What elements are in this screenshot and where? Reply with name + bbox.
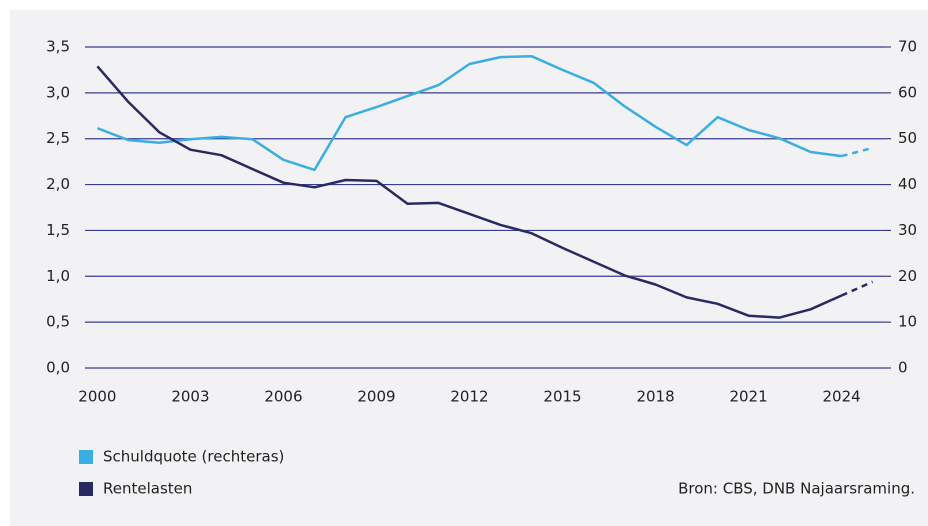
- y-tick-label: 3,5: [46, 38, 70, 56]
- y-tick-label: 1,5: [46, 221, 70, 239]
- x-tick-label: 2015: [543, 388, 581, 406]
- legend-label: Rentelasten: [103, 480, 192, 498]
- y2-tick-label: 40: [898, 175, 917, 193]
- x-tick-label: 2009: [357, 388, 395, 406]
- y-tick-label: 2,0: [46, 175, 70, 193]
- panel: [10, 10, 928, 526]
- y2-tick-label: 30: [898, 221, 917, 239]
- series-line: [96, 54, 842, 172]
- x-tick-label: 2021: [729, 388, 767, 406]
- projection-line: [841, 146, 873, 158]
- y2-tick-label: 50: [898, 129, 917, 147]
- x-tick-label: 2024: [822, 388, 860, 406]
- y2-tick-label: 0: [898, 359, 908, 377]
- y2-tick-label: 60: [898, 83, 917, 101]
- legend-label: Schuldquote (rechteras): [103, 448, 284, 466]
- legend-swatch: [79, 482, 93, 496]
- y2-tick-label: 10: [898, 313, 917, 331]
- y2-tick-label: 70: [898, 38, 917, 56]
- x-tick-label: 2006: [264, 388, 302, 406]
- y-tick-label: 0,5: [46, 313, 70, 331]
- y-tick-label: 2,5: [46, 129, 70, 147]
- series-line: [96, 65, 843, 319]
- legend-swatch: [79, 450, 93, 464]
- y-tick-label: 3,0: [46, 83, 70, 101]
- y-tick-label: 1,0: [46, 267, 70, 285]
- y-tick-label: 0,0: [46, 359, 70, 377]
- x-tick-label: 2012: [450, 388, 488, 406]
- x-tick-label: 2018: [636, 388, 674, 406]
- x-tick-label: 2000: [78, 388, 116, 406]
- x-tick-label: 2003: [171, 388, 209, 406]
- y2-tick-label: 20: [898, 267, 917, 285]
- source: Bron: CBS, DNB Najaarsraming.: [678, 480, 915, 498]
- projection-line: [841, 280, 874, 297]
